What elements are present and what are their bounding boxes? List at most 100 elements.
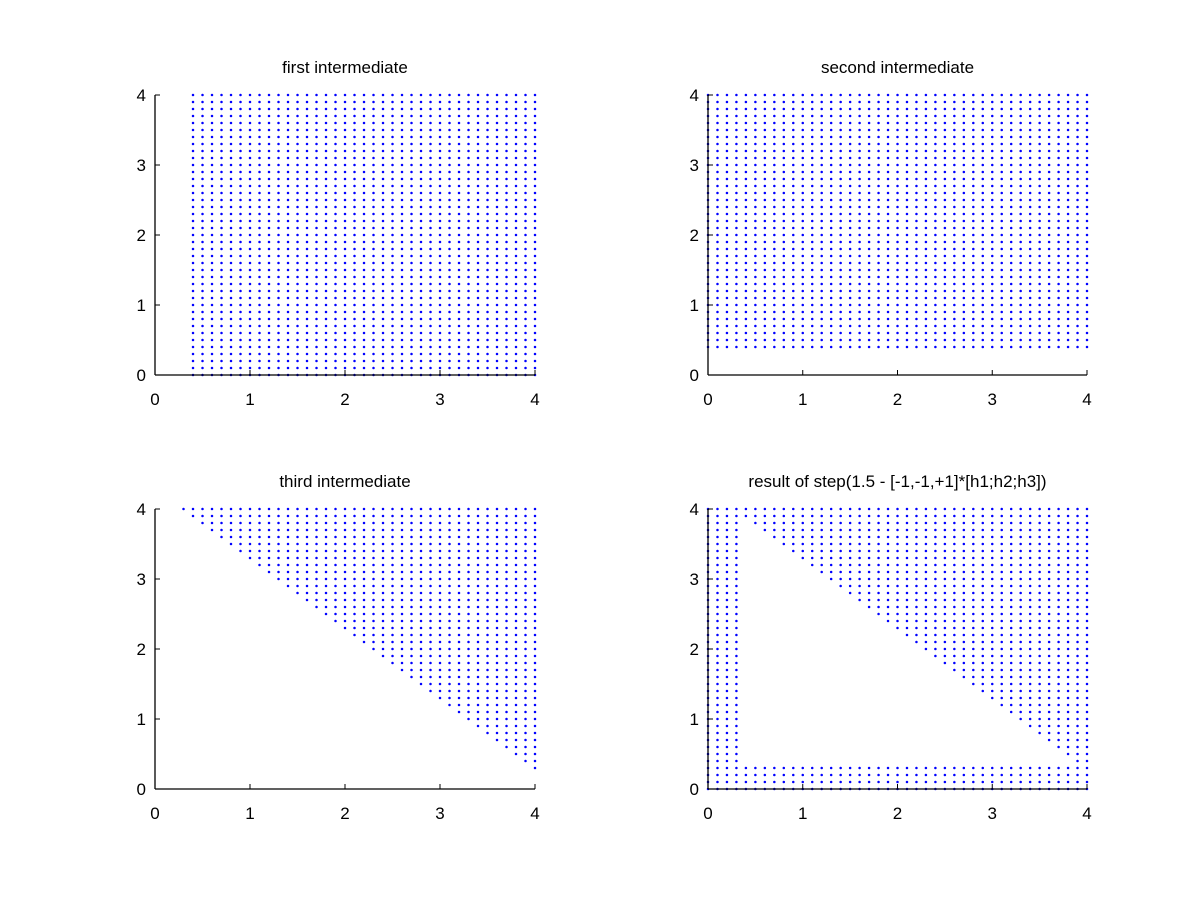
data-point — [716, 661, 719, 665]
data-point — [391, 114, 394, 118]
data-point — [1000, 177, 1003, 181]
data-point — [1019, 626, 1022, 630]
data-point — [991, 191, 994, 195]
data-point — [716, 633, 719, 637]
data-point — [229, 212, 233, 216]
data-point — [867, 289, 871, 293]
data-point — [524, 170, 527, 174]
data-point — [315, 556, 318, 560]
data-point — [514, 191, 518, 195]
data-point — [792, 282, 795, 286]
y-tick-label: 3 — [137, 570, 146, 589]
data-point — [267, 507, 271, 511]
data-point — [305, 114, 309, 118]
data-point — [514, 507, 518, 511]
data-point — [763, 528, 767, 532]
data-point — [438, 626, 442, 630]
data-point — [1085, 696, 1089, 700]
data-point — [400, 549, 404, 553]
data-point — [533, 275, 537, 279]
data-point — [505, 191, 508, 195]
data-point — [962, 303, 966, 307]
data-point — [801, 303, 804, 307]
data-point — [410, 261, 413, 265]
data-point — [381, 219, 385, 223]
data-point — [972, 570, 975, 574]
data-point — [820, 507, 823, 511]
data-point — [448, 675, 451, 679]
data-point — [858, 100, 861, 104]
data-point — [1076, 514, 1079, 518]
data-point — [467, 535, 470, 539]
data-point — [533, 254, 537, 258]
data-point — [1057, 303, 1060, 307]
data-point — [191, 352, 195, 356]
data-point — [953, 766, 956, 770]
data-point — [457, 303, 461, 307]
data-point — [438, 205, 442, 209]
data-point — [391, 233, 394, 237]
data-point — [953, 282, 956, 286]
data-point — [210, 310, 214, 314]
data-point — [286, 535, 290, 539]
data-point — [735, 752, 738, 756]
data-point — [362, 289, 366, 293]
data-point — [962, 177, 966, 181]
data-point — [896, 261, 899, 265]
data-point — [210, 135, 214, 139]
data-point — [514, 289, 518, 293]
data-point — [924, 535, 928, 539]
data-point — [267, 114, 271, 118]
data-point — [1000, 254, 1003, 258]
data-point — [763, 310, 767, 314]
data-point — [972, 345, 975, 349]
data-point — [934, 633, 937, 637]
data-point — [915, 570, 918, 574]
x-tick-label: 0 — [150, 804, 159, 823]
data-point — [1076, 345, 1079, 349]
data-point — [1066, 549, 1070, 553]
data-point — [505, 359, 508, 363]
data-point — [962, 640, 966, 644]
data-point — [533, 233, 537, 237]
data-point — [1066, 100, 1070, 104]
data-point — [792, 780, 795, 784]
y-tick-label: 1 — [137, 710, 146, 729]
data-point — [1028, 324, 1032, 328]
data-point — [239, 247, 242, 251]
data-point — [735, 682, 738, 686]
data-point — [810, 338, 814, 342]
data-point — [429, 128, 432, 132]
data-point — [735, 184, 738, 188]
data-point — [915, 289, 918, 293]
data-point — [943, 149, 947, 153]
data-point — [448, 149, 451, 153]
data-point — [191, 93, 195, 97]
data-point — [296, 100, 299, 104]
data-point — [267, 317, 271, 321]
data-point — [324, 338, 328, 342]
data-point — [1057, 577, 1060, 581]
data-point — [915, 507, 918, 511]
data-point — [334, 212, 337, 216]
data-point — [820, 303, 823, 307]
data-point — [296, 359, 299, 363]
data-point — [1076, 570, 1079, 574]
data-point — [801, 247, 804, 251]
data-point — [744, 184, 748, 188]
data-point — [438, 345, 442, 349]
data-point — [792, 317, 795, 321]
data-point — [324, 163, 328, 167]
data-point — [505, 640, 508, 644]
data-point — [801, 268, 804, 272]
data-point — [419, 261, 423, 265]
data-point — [334, 612, 337, 616]
data-point — [792, 107, 795, 111]
data-point — [1076, 163, 1079, 167]
data-point — [1028, 528, 1032, 532]
data-point — [419, 549, 423, 553]
data-point — [763, 121, 767, 125]
data-point — [943, 296, 947, 300]
data-point — [1085, 689, 1089, 693]
data-point — [1076, 233, 1079, 237]
